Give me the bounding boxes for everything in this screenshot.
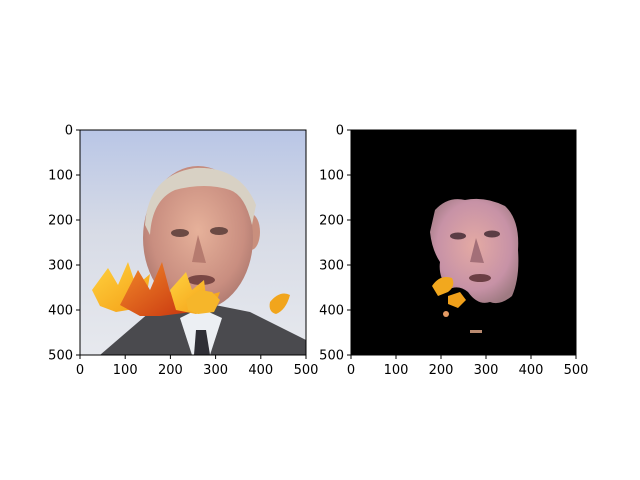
- left-x-tick-label: 300: [203, 363, 228, 378]
- left-axes-frame: [79, 129, 307, 356]
- left-y-tick-label: 500: [48, 349, 73, 364]
- right-x-tick-label: 0: [347, 363, 355, 378]
- right-y-tick-label: 100: [319, 169, 344, 184]
- left-y-tick-label: 200: [48, 214, 73, 229]
- right-x-tick-label: 500: [564, 363, 589, 378]
- left-x-tick-label: 100: [113, 363, 138, 378]
- left-x-tick-label: 400: [248, 363, 273, 378]
- right-axes-frame: [350, 129, 577, 356]
- right-x-tick-label: 200: [429, 363, 454, 378]
- left-x-tick-label: 500: [294, 363, 319, 378]
- right-x-tick-label: 400: [519, 363, 544, 378]
- left-y-tick-label: 0: [65, 124, 73, 139]
- right-image-mask: [351, 130, 576, 355]
- right-x-tick-label: 300: [474, 363, 499, 378]
- right-y-tick-label: 200: [319, 214, 344, 229]
- left-y-tick-label: 300: [48, 259, 73, 274]
- right-y-tick-label: 400: [319, 304, 344, 319]
- right-y-tick-label: 500: [319, 349, 344, 364]
- left-image-photo: [80, 130, 306, 355]
- left-x-tick-label: 200: [158, 363, 183, 378]
- right-y-tick-label: 300: [319, 259, 344, 274]
- right-x-tick-label: 100: [384, 363, 409, 378]
- left-y-tick-label: 400: [48, 304, 73, 319]
- right-y-tick-label: 0: [336, 124, 344, 139]
- left-y-tick-label: 100: [48, 169, 73, 184]
- left-x-tick-label: 0: [76, 363, 84, 378]
